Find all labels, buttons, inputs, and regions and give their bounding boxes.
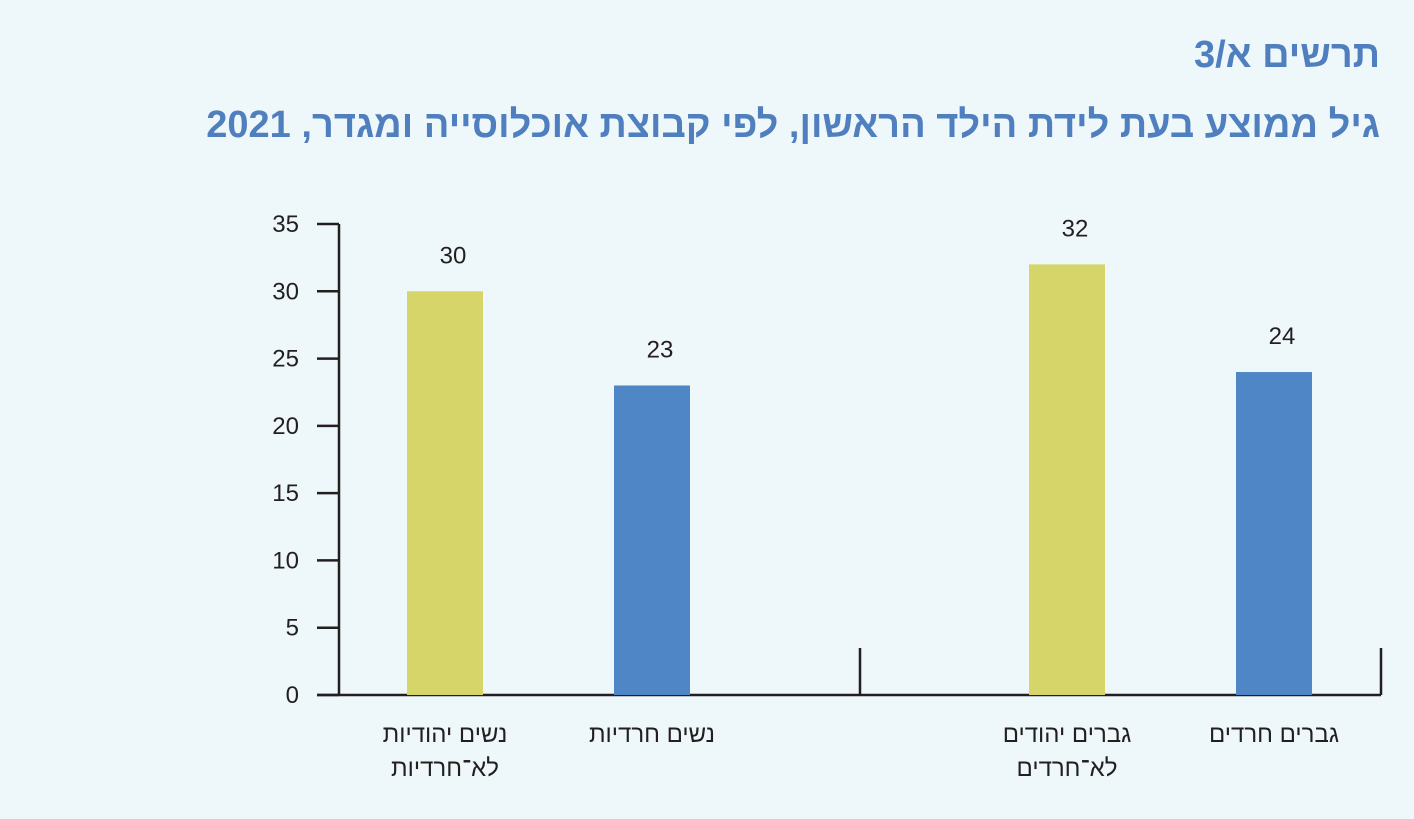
y-tick-label: 0 — [286, 682, 299, 709]
bar-value-label: 23 — [647, 336, 674, 363]
bar — [1236, 372, 1312, 695]
bar-value-label: 32 — [1062, 215, 1089, 242]
category-label: גברים חרדים — [1209, 721, 1339, 748]
y-tick-label: 30 — [272, 278, 299, 305]
bar — [407, 291, 483, 695]
category-label: נשים יהודיות לא־חרדיות — [383, 721, 508, 782]
bar — [614, 385, 690, 695]
category-label: נשים חרדיות — [589, 721, 715, 748]
bar-value-label: 24 — [1269, 323, 1296, 350]
y-tick-label: 15 — [272, 480, 299, 507]
bar — [1029, 264, 1105, 695]
bar-value-label: 30 — [440, 242, 467, 269]
y-tick-label: 25 — [272, 346, 299, 373]
category-label: גברים יהודים לא־חרדים — [1003, 721, 1132, 782]
y-tick-label: 5 — [286, 615, 299, 642]
y-tick-label: 20 — [272, 413, 299, 440]
y-tick-label: 10 — [272, 547, 299, 574]
figure-number: תרשים א/3 — [1193, 34, 1380, 76]
chart-title: גיל ממוצע בעת לידת הילד הראשון, לפי קבוצ… — [206, 104, 1380, 146]
y-tick-label: 35 — [272, 211, 299, 238]
